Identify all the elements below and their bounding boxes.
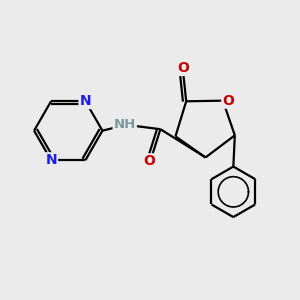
Text: NH: NH bbox=[114, 118, 136, 131]
Text: N: N bbox=[80, 94, 91, 108]
Text: N: N bbox=[45, 153, 57, 167]
Text: O: O bbox=[177, 61, 189, 75]
Text: O: O bbox=[143, 154, 155, 168]
Text: O: O bbox=[222, 94, 234, 108]
